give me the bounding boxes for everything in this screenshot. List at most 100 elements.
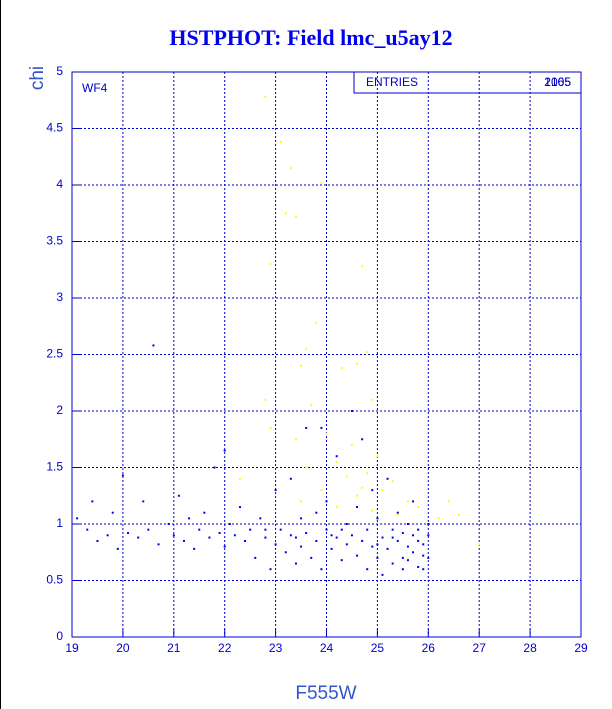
point — [412, 500, 415, 503]
point — [366, 472, 369, 475]
point — [371, 398, 374, 401]
point — [320, 568, 323, 571]
point — [152, 344, 155, 347]
point — [447, 500, 450, 503]
point — [350, 410, 353, 412]
point — [356, 554, 359, 557]
x-tick-label: 29 — [574, 641, 588, 655]
y-tick-label: 1.5 — [46, 460, 63, 474]
plot-frame — [71, 71, 582, 638]
point — [208, 536, 211, 539]
point — [345, 523, 348, 525]
point — [198, 528, 201, 531]
point — [315, 321, 318, 324]
point — [386, 547, 389, 550]
point — [203, 511, 206, 514]
x-tick-label: 26 — [422, 641, 436, 655]
point — [300, 500, 303, 503]
point — [300, 517, 303, 520]
point — [361, 486, 364, 489]
point — [274, 489, 277, 492]
point — [376, 543, 379, 546]
point — [188, 517, 191, 520]
point — [228, 523, 231, 525]
point — [172, 534, 175, 537]
point — [91, 500, 94, 503]
point — [106, 534, 109, 537]
point — [412, 534, 415, 537]
point — [350, 443, 353, 446]
point — [193, 547, 196, 550]
point — [111, 511, 114, 514]
point — [96, 539, 99, 542]
point — [300, 364, 303, 367]
point — [320, 181, 323, 184]
point — [381, 536, 384, 539]
y-tick-label: 0.5 — [46, 573, 63, 587]
x-tick-label: 19 — [65, 641, 79, 655]
point — [279, 141, 282, 144]
point — [121, 474, 124, 477]
y-tick-label: 2 — [56, 403, 63, 417]
x-axis-label: F555W — [295, 683, 356, 704]
point — [376, 517, 379, 520]
point — [274, 543, 277, 546]
point — [412, 551, 415, 554]
x-tick-label: 25 — [371, 641, 385, 655]
point — [310, 556, 313, 559]
point — [457, 513, 460, 516]
point — [182, 539, 185, 542]
point — [422, 568, 425, 571]
entries-label: ENTRIES — [366, 75, 418, 89]
point — [335, 455, 338, 458]
y-tick-label: 4.5 — [46, 121, 63, 135]
point — [417, 528, 420, 531]
point — [244, 539, 247, 542]
point — [177, 494, 180, 497]
point — [391, 528, 394, 531]
point — [269, 426, 272, 429]
point — [315, 511, 318, 514]
point — [305, 347, 308, 350]
point — [264, 95, 267, 98]
point — [396, 511, 399, 514]
point — [361, 438, 364, 441]
point — [345, 543, 348, 546]
point — [269, 263, 272, 266]
annotation: WF4 — [82, 81, 108, 95]
point — [401, 556, 404, 559]
point — [294, 438, 297, 441]
point — [371, 509, 374, 512]
point — [427, 523, 430, 525]
point — [437, 517, 440, 520]
point — [289, 534, 292, 537]
point — [396, 539, 399, 542]
point — [335, 536, 338, 539]
point — [422, 543, 425, 546]
point — [422, 554, 425, 557]
point — [167, 523, 170, 525]
y-tick-label: 2.5 — [46, 347, 63, 361]
y-tick-label: 0 — [56, 629, 63, 643]
point — [356, 362, 359, 365]
point — [238, 477, 241, 480]
point — [294, 215, 297, 218]
point — [427, 556, 430, 559]
point — [315, 539, 318, 542]
point — [147, 528, 150, 531]
point — [284, 212, 287, 215]
point — [76, 517, 79, 520]
point — [86, 528, 89, 531]
point — [340, 367, 343, 370]
point — [330, 534, 333, 537]
point — [294, 562, 297, 565]
point — [401, 532, 404, 535]
point — [126, 532, 129, 535]
point — [478, 543, 481, 546]
point — [340, 559, 343, 562]
entries-value: 2165 — [544, 75, 571, 89]
point — [305, 466, 308, 469]
point — [320, 426, 323, 429]
point — [366, 568, 369, 571]
